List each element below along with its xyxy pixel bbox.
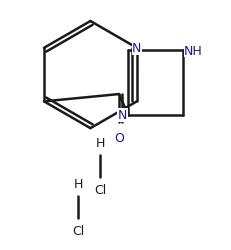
- Text: Cl: Cl: [72, 224, 84, 237]
- Text: N: N: [132, 42, 141, 55]
- Text: H: H: [95, 136, 104, 149]
- Text: N: N: [117, 109, 126, 122]
- Text: NH: NH: [183, 44, 202, 58]
- Text: H: H: [73, 178, 83, 190]
- Text: O: O: [113, 131, 123, 144]
- Text: Cl: Cl: [94, 183, 106, 196]
